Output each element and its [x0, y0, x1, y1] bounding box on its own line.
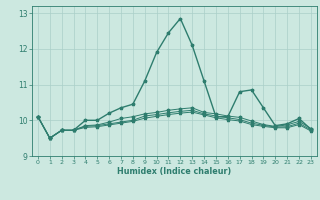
X-axis label: Humidex (Indice chaleur): Humidex (Indice chaleur): [117, 167, 232, 176]
